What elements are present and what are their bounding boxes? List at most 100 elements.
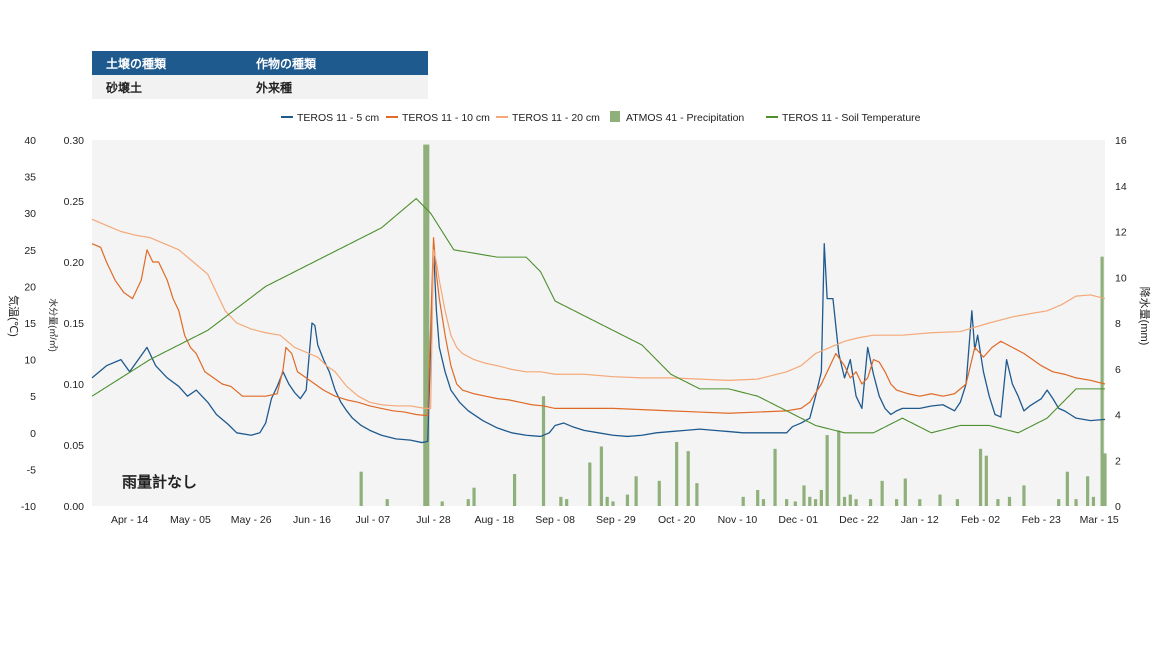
precipitation-bar (657, 480, 661, 506)
temperature-tick-label: -10 (21, 501, 36, 513)
precipitation-tick-label: 8 (1115, 318, 1121, 330)
precipitation-bar (512, 473, 517, 506)
precipitation-bar (466, 499, 470, 506)
precipitation-tick-label: 12 (1115, 227, 1127, 239)
precipitation-bar (1086, 476, 1090, 506)
legend-label: TEROS 11 - 5 cm (297, 112, 379, 124)
x-tick-label: May - 26 (231, 514, 272, 526)
precipitation-bar (819, 489, 823, 506)
precipitation-bar (1057, 499, 1061, 506)
precipitation-bar (903, 478, 907, 506)
temperature-tick-label: 30 (24, 208, 36, 220)
legend-item: ATMOS 41 - Precipitation (610, 111, 744, 124)
x-tick-label: Jun - 16 (293, 514, 331, 526)
series-soil-temperature-line (91, 198, 1105, 434)
precipitation-bar (385, 499, 389, 506)
x-tick-label: Sep - 29 (596, 514, 636, 526)
precipitation-bar (1074, 499, 1078, 506)
crop-type-header: 作物の種類 (242, 51, 428, 75)
precipitation-bar (1100, 256, 1104, 506)
precipitation-bar (1022, 485, 1026, 506)
water-content-tick-label: 0.20 (64, 257, 85, 269)
precipitation-bars (359, 144, 1107, 507)
precipitation-bar (837, 430, 841, 506)
x-tick-label: Jan - 12 (901, 514, 939, 526)
precipitation-bar (675, 441, 679, 506)
water-content-tick-label: 0.30 (64, 135, 85, 147)
x-tick-label: Mar - 15 (1080, 514, 1119, 526)
precipitation-bar (996, 499, 1000, 506)
water-content-tick-label: 0.00 (64, 501, 85, 513)
water-content-tick-label: 0.05 (64, 440, 85, 452)
precipitation-tick-label: 0 (1115, 501, 1121, 513)
precipitation-bar (854, 499, 858, 506)
precipitation-bar (686, 451, 690, 506)
x-tick-label: Feb - 23 (1022, 514, 1061, 526)
precipitation-bar (848, 494, 852, 506)
temperature-tick-label: 10 (24, 355, 36, 367)
precipitation-tick-label: 2 (1115, 455, 1121, 467)
soil-type-header: 土壌の種類 (92, 51, 242, 75)
precipitation-bar (938, 494, 942, 506)
temperature-tick-label: 40 (24, 135, 36, 147)
series-teros-20cm-line (91, 218, 1106, 409)
precipitation-bar (423, 144, 427, 506)
precipitation-bar (599, 446, 603, 507)
precipitation-bar (978, 448, 983, 506)
precipitation-bar (868, 499, 873, 506)
temperature-tick-label: -5 (27, 464, 36, 476)
chart-note: 雨量計なし (122, 473, 197, 491)
temperature-tick-label: 0 (30, 428, 36, 440)
precipitation-bar (825, 435, 829, 506)
precipitation-bar (955, 499, 959, 506)
chart-axes: 4035302520151050-5-100.300.250.200.150.1… (7, 135, 1152, 526)
precipitation-bar (773, 448, 777, 506)
precipitation-tick-label: 16 (1115, 135, 1127, 147)
precipitation-bar (1103, 453, 1107, 506)
temperature-tick-label: 25 (24, 245, 36, 257)
precipitation-tick-label: 4 (1115, 410, 1121, 422)
precipitation-bar (741, 496, 745, 506)
water-content-tick-label: 0.15 (64, 318, 85, 330)
precipitation-bar (695, 483, 699, 507)
water-content-tick-label: 0.25 (64, 196, 85, 208)
precipitation-bar (440, 501, 444, 506)
x-tick-label: Jul - 07 (356, 514, 391, 526)
x-tick-label: Apr - 14 (111, 514, 149, 526)
precipitation-bar (1065, 471, 1069, 506)
precipitation-tick-label: 10 (1115, 272, 1127, 284)
info-table-header-row: 土壌の種類 作物の種類 (92, 51, 428, 75)
legend-label: TEROS 11 - 10 cm (402, 112, 490, 124)
chart-legend: TEROS 11 - 5 cm TEROS 11 - 10 cm TEROS 11 … (281, 111, 921, 124)
x-tick-label: May - 05 (170, 514, 211, 526)
legend-item: TEROS 11 - 5 cm (281, 112, 379, 124)
x-tick-label: Feb - 02 (961, 514, 1000, 526)
precipitation-bar (359, 471, 363, 506)
precipitation-bar (785, 499, 789, 506)
temperature-tick-label: 15 (24, 318, 36, 330)
water-content-axis-label: 水分量(㎥/㎥) (48, 298, 59, 352)
temperature-tick-label: 20 (24, 281, 36, 293)
soil-moisture-chart: TEROS 11 - 5 cm TEROS 11 - 10 cm TEROS 11 … (7, 111, 1152, 526)
legend-item: TEROS 11 - 10 cm (386, 112, 490, 124)
crop-type-value: 外来種 (242, 75, 428, 99)
info-table: 土壌の種類 作物の種類 砂壌土 外来種 (92, 51, 428, 99)
precipitation-bar (895, 499, 899, 506)
precipitation-bar (802, 485, 806, 506)
soil-type-value: 砂壌土 (92, 75, 242, 99)
precipitation-bar (565, 499, 569, 506)
precipitation-bar (625, 494, 630, 506)
precipitation-bar (808, 496, 812, 506)
x-tick-label: Sep - 08 (535, 514, 575, 526)
precipitation-bar (559, 496, 563, 506)
precipitation-bar (918, 499, 922, 506)
precipitation-bar (793, 501, 797, 506)
precipitation-bar (472, 487, 476, 506)
precipitation-bar (1007, 496, 1012, 506)
legend-label: TEROS 11 - Soil Temperature (782, 112, 921, 124)
legend-label: ATMOS 41 - Precipitation (626, 112, 744, 124)
precipitation-bar (605, 496, 609, 506)
precipitation-bar (813, 499, 818, 506)
info-table-value-row: 砂壌土 外来種 (92, 75, 428, 99)
water-content-tick-label: 0.10 (64, 379, 85, 391)
